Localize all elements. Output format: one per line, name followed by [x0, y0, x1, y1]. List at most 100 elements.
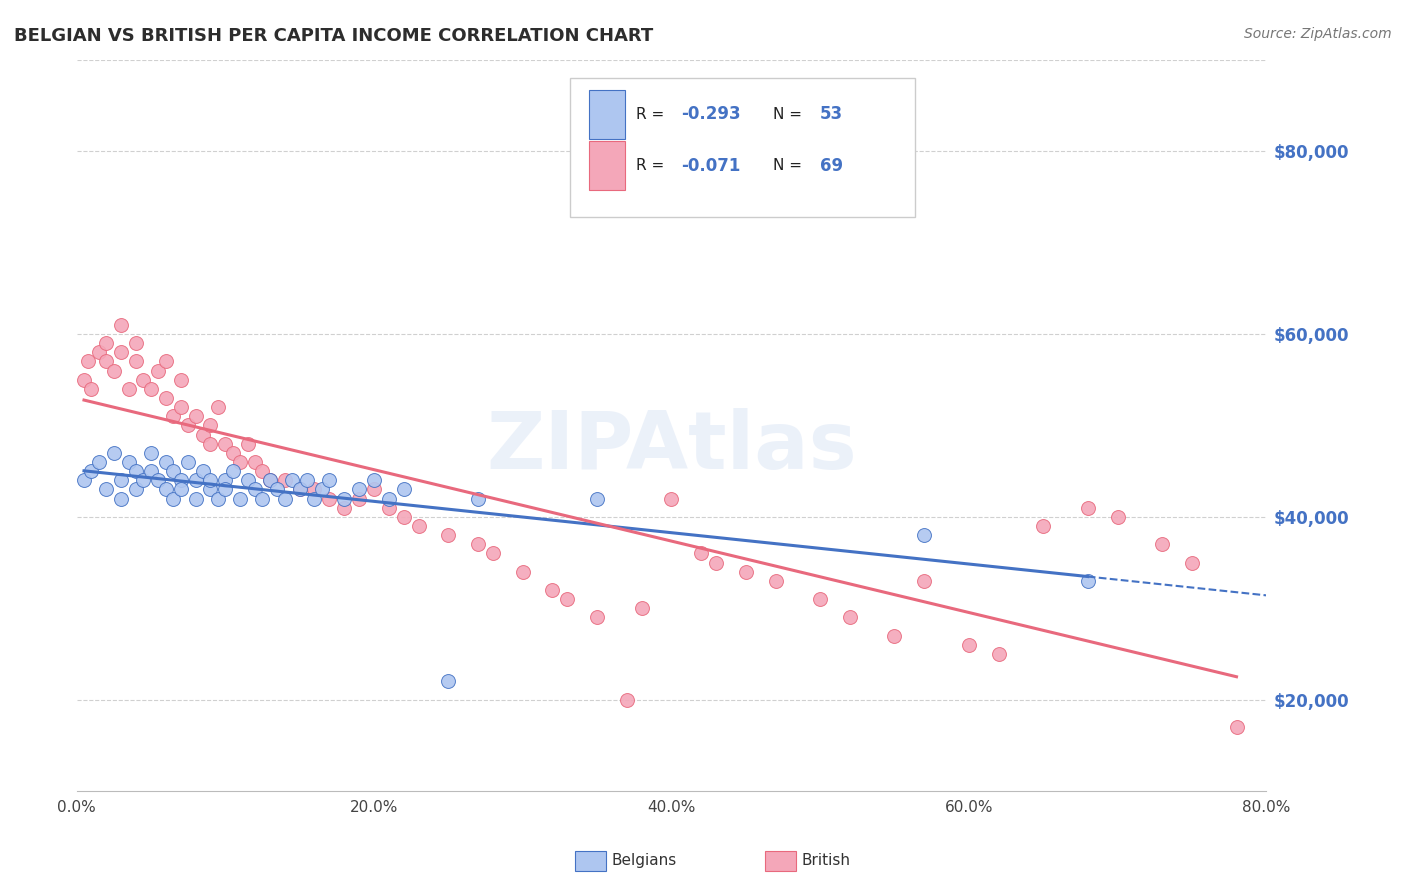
Point: [96, 336, 118, 351]
Point: [808, 592, 831, 607]
Point: [132, 473, 155, 487]
Text: British: British: [801, 854, 851, 868]
Point: [117, 382, 139, 396]
Point: [103, 446, 125, 460]
Point: [586, 610, 609, 624]
Point: [243, 483, 266, 497]
Point: [132, 373, 155, 387]
Point: [281, 473, 304, 487]
Point: [214, 483, 236, 497]
Point: [207, 400, 229, 414]
Point: [236, 436, 259, 450]
Point: [318, 473, 340, 487]
Point: [155, 354, 177, 368]
Point: [80, 464, 103, 478]
Point: [243, 455, 266, 469]
Point: [838, 610, 860, 624]
Point: [162, 464, 184, 478]
Point: [259, 473, 281, 487]
Text: 69: 69: [820, 157, 844, 175]
Point: [912, 574, 935, 588]
Point: [333, 500, 356, 515]
Point: [87, 455, 110, 469]
Point: [363, 473, 385, 487]
Point: [110, 473, 132, 487]
Point: [482, 546, 505, 560]
Point: [304, 483, 326, 497]
Point: [155, 391, 177, 405]
Point: [347, 483, 370, 497]
Point: [155, 483, 177, 497]
Point: [1152, 537, 1174, 551]
Point: [200, 436, 222, 450]
Point: [236, 473, 259, 487]
Point: [883, 629, 905, 643]
Point: [191, 427, 214, 442]
Point: [162, 409, 184, 424]
Point: [148, 473, 170, 487]
Point: [200, 483, 222, 497]
Point: [690, 546, 713, 560]
Text: R =: R =: [636, 107, 669, 122]
Point: [661, 491, 683, 506]
Point: [765, 574, 787, 588]
Point: [73, 473, 96, 487]
Text: BELGIAN VS BRITISH PER CAPITA INCOME CORRELATION CHART: BELGIAN VS BRITISH PER CAPITA INCOME COR…: [14, 27, 654, 45]
Point: [541, 582, 564, 597]
Point: [266, 483, 288, 497]
Point: [467, 537, 489, 551]
Point: [1107, 509, 1129, 524]
Point: [169, 483, 191, 497]
Point: [139, 464, 162, 478]
Text: Source: ZipAtlas.com: Source: ZipAtlas.com: [1244, 27, 1392, 41]
Point: [177, 455, 200, 469]
FancyBboxPatch shape: [589, 90, 626, 139]
Point: [392, 509, 415, 524]
Point: [333, 491, 356, 506]
Point: [125, 483, 148, 497]
Point: [408, 519, 430, 533]
Point: [200, 473, 222, 487]
Text: N =: N =: [772, 158, 807, 173]
Point: [734, 565, 756, 579]
Point: [1225, 720, 1247, 734]
Point: [295, 473, 318, 487]
Text: R =: R =: [636, 158, 669, 173]
Point: [191, 464, 214, 478]
Point: [318, 491, 340, 506]
Point: [169, 473, 191, 487]
Point: [222, 446, 245, 460]
Point: [467, 491, 489, 506]
Point: [274, 473, 297, 487]
Point: [177, 418, 200, 433]
Point: [214, 473, 236, 487]
Point: [347, 491, 370, 506]
Point: [184, 491, 207, 506]
Point: [512, 565, 534, 579]
Point: [139, 382, 162, 396]
Point: [704, 556, 727, 570]
Point: [73, 373, 96, 387]
FancyBboxPatch shape: [589, 141, 626, 190]
Point: [155, 455, 177, 469]
Point: [378, 500, 401, 515]
Point: [80, 382, 103, 396]
Point: [252, 491, 274, 506]
Text: -0.071: -0.071: [681, 157, 741, 175]
Point: [162, 491, 184, 506]
Text: N =: N =: [772, 107, 807, 122]
Point: [437, 528, 460, 542]
Point: [957, 638, 980, 652]
Point: [139, 446, 162, 460]
Point: [96, 354, 118, 368]
Point: [586, 491, 609, 506]
Text: -0.293: -0.293: [681, 105, 741, 123]
Point: [110, 491, 132, 506]
Point: [252, 464, 274, 478]
Point: [207, 491, 229, 506]
Point: [87, 345, 110, 359]
Point: [304, 491, 326, 506]
Point: [184, 473, 207, 487]
Point: [288, 483, 311, 497]
Point: [555, 592, 578, 607]
